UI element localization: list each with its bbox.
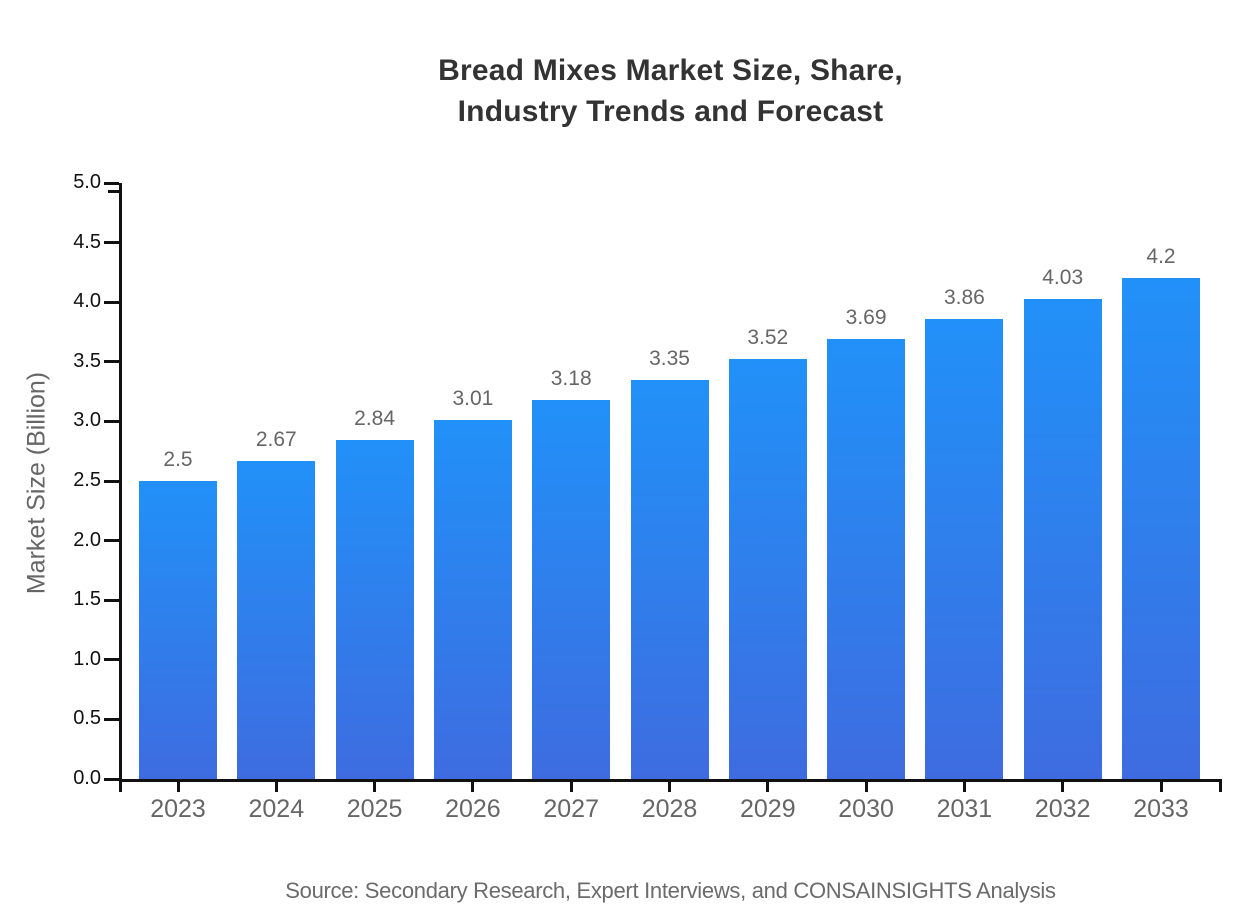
y-tick-label: 5.0 bbox=[73, 171, 101, 193]
y-tick bbox=[104, 300, 119, 304]
x-tick-label: 2032 bbox=[1034, 795, 1091, 823]
x-axis-end-tick bbox=[1219, 779, 1222, 792]
bar-2023 bbox=[139, 481, 217, 779]
y-tick bbox=[104, 539, 119, 543]
y-tick bbox=[104, 181, 119, 185]
bar-2027 bbox=[532, 400, 611, 779]
x-tick-label: 2033 bbox=[1133, 795, 1189, 823]
y-tick-label: 0.0 bbox=[73, 767, 101, 789]
y-tick bbox=[104, 479, 119, 483]
y-axis-line bbox=[119, 183, 122, 792]
x-tick bbox=[373, 779, 377, 792]
y-tick-label: 0.5 bbox=[73, 707, 101, 730]
y-tick bbox=[104, 777, 119, 781]
bar-value-label: 2.5 bbox=[163, 448, 193, 471]
y-tick-label: 3.5 bbox=[73, 349, 101, 372]
y-axis-top-cap bbox=[108, 190, 119, 193]
y-tick-label: 1.5 bbox=[73, 588, 101, 611]
x-tick-label: 2025 bbox=[346, 795, 403, 823]
bar-2024 bbox=[237, 461, 316, 779]
bar-2028 bbox=[630, 380, 709, 779]
x-tick-label: 2030 bbox=[838, 795, 894, 823]
y-tick bbox=[104, 658, 119, 662]
bar-value-label: 2.67 bbox=[255, 428, 297, 451]
x-tick bbox=[766, 779, 770, 792]
y-tick-label: 1.0 bbox=[73, 647, 101, 670]
x-tick bbox=[1159, 779, 1163, 792]
bar-2031 bbox=[925, 319, 1004, 779]
y-tick-label: 2.0 bbox=[73, 528, 101, 551]
x-tick bbox=[668, 779, 671, 792]
x-tick bbox=[864, 779, 868, 792]
bar-2026 bbox=[433, 420, 512, 779]
y-tick bbox=[104, 360, 119, 364]
x-tick-label: 2031 bbox=[936, 795, 993, 823]
y-tick-label: 2.5 bbox=[73, 469, 101, 491]
x-tick bbox=[569, 779, 573, 792]
y-tick bbox=[104, 717, 119, 721]
bar-value-label: 4.2 bbox=[1146, 245, 1176, 268]
bar-value-label: 4.03 bbox=[1042, 266, 1084, 289]
bar-2029 bbox=[728, 359, 807, 779]
bar-value-label: 3.52 bbox=[747, 326, 789, 349]
x-tick-label: 2028 bbox=[641, 795, 698, 823]
x-tick bbox=[1061, 779, 1065, 792]
bar-value-label: 3.35 bbox=[649, 347, 690, 370]
chart-title-line-1: Bread Mixes Market Size, Share, bbox=[438, 54, 903, 87]
x-tick-label: 2027 bbox=[543, 795, 599, 823]
bar-value-label: 3.69 bbox=[845, 306, 887, 329]
bar-value-label: 3.18 bbox=[550, 367, 592, 390]
x-tick bbox=[176, 779, 180, 792]
chart-title: Bread Mixes Market Size, Share, Industry… bbox=[119, 50, 1222, 132]
bar-value-label: 2.84 bbox=[354, 407, 396, 430]
x-tick-label: 2024 bbox=[248, 795, 305, 823]
x-tick-label: 2023 bbox=[150, 795, 206, 823]
bar-value-label: 3.86 bbox=[943, 286, 985, 309]
x-tick bbox=[274, 779, 278, 792]
y-tick bbox=[104, 419, 119, 423]
bar-2025 bbox=[335, 440, 414, 779]
y-tick bbox=[104, 598, 119, 602]
plot-area: 0.0 0.5 1.0 1.5 2.0 2.5 3.0 3.5 4.0 4.5 5.0 2.5 2.6… bbox=[73, 171, 1222, 823]
x-tick-label: 2026 bbox=[445, 795, 501, 823]
bar-2033 bbox=[1122, 278, 1200, 779]
bar-2032 bbox=[1023, 299, 1102, 779]
x-tick bbox=[471, 779, 475, 792]
x-tick bbox=[962, 779, 966, 792]
y-tick-label: 4.0 bbox=[73, 290, 101, 313]
bar-2030 bbox=[827, 339, 906, 779]
x-tick-label: 2029 bbox=[739, 795, 796, 823]
chart-title-line-2: Industry Trends and Forecast bbox=[457, 95, 884, 128]
bar-value-label: 3.01 bbox=[452, 387, 494, 410]
y-tick bbox=[104, 241, 119, 245]
source-note: Source: Secondary Research, Expert Inter… bbox=[285, 878, 1056, 903]
y-tick-label: 4.5 bbox=[73, 230, 101, 253]
y-tick-label: 3.0 bbox=[73, 409, 101, 432]
